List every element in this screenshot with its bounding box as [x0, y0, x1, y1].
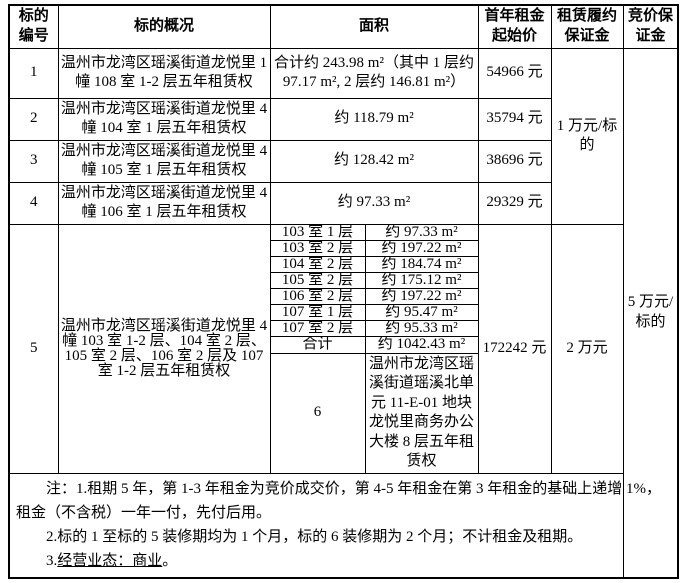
lease-deposit-rows-1-4: 1 万元/标的 — [550, 47, 624, 225]
note-1: 注：1.租期 5 年，第 1-3 年租金为竞价成交价，第 4-5 年租金在第 3… — [16, 480, 661, 521]
table-row-5-sub-4: 105 室 2 层 约 175.12 m² — [9, 271, 678, 289]
row5-total-area: 约 1042.43 m² — [364, 335, 479, 354]
row5-sub6-room: 107 室 1 层 — [269, 303, 366, 321]
header-subject-no-label: 标的编号 — [18, 8, 49, 44]
row5-sub1-room: 103 室 1 层 — [269, 223, 366, 241]
note-3: 3.经营业态：商业。 — [16, 549, 672, 573]
row3-overview: 温州市龙湾区瑶溪街道龙悦里 4 幢 105 室 1 层五年租赁权 — [57, 139, 271, 183]
header-subject-no: 标的编号 — [8, 4, 59, 49]
row5-total-label: 合计 — [269, 335, 366, 354]
row5-sub7-room: 107 室 2 层 — [269, 319, 366, 337]
note-3-business-type: 经营业态：商业 — [57, 552, 163, 569]
row5-sub3-room: 104 室 2 层 — [269, 255, 366, 273]
row5-sub3-area: 约 184.74 m² — [364, 255, 479, 273]
table-row-5-sub-1: 5 温州市龙湾区瑶溪街道龙悦里 4 幢 103 室 1-2 层、104 室 2 … — [8, 223, 678, 474]
header-row: 标的编号 标的概况 面积 首年租金起始价 租赁履约保证金 竞价保证金 — [8, 4, 679, 49]
row5-sub2-room: 103 室 2 层 — [269, 239, 366, 257]
lease-auction-table: 标的编号 标的概况 面积 首年租金起始价 租赁履约保证金 竞价保证金 1 温州市… — [8, 4, 680, 579]
row5-sub2-area: 约 197.22 m² — [364, 239, 479, 257]
row4-overview: 温州市龙湾区瑶溪街道龙悦里 4 幢 106 室 1 层五年租赁权 — [57, 181, 271, 225]
row5-overview: 温州市龙湾区瑶溪街道龙悦里 4 幢 103 室 1-2 层、104 室 2 层、… — [57, 223, 271, 474]
header-area: 面积 — [269, 4, 479, 49]
row5-rent: 172242 元 — [477, 223, 552, 474]
row5-sub6-area: 约 95.47 m² — [364, 303, 479, 321]
row2-overview: 温州市龙湾区瑶溪街道龙悦里 4 幢 104 室 1 层五年租赁权 — [57, 97, 271, 141]
header-bid-deposit: 竞价保证金 — [622, 4, 679, 49]
header-overview: 标的概况 — [57, 4, 271, 49]
note-2: 2.标的 1 至标的 5 装修期均为 1 个月，标的 6 装修期为 2 个月；不… — [46, 528, 583, 545]
row3-area: 约 128.42 m² — [269, 139, 479, 183]
notes-row: 注：1.租期 5 年，第 1-3 年租金为竞价成交价，第 4-5 年租金在第 3… — [8, 472, 679, 578]
row5-sub4-area: 约 175.12 m² — [364, 271, 479, 289]
row5-sub5-area: 约 197.22 m² — [364, 287, 479, 305]
row1-rent: 54966 元 — [477, 47, 552, 99]
row5-sub5-room: 106 室 2 层 — [269, 287, 366, 305]
row5-sub4-room: 105 室 2 层 — [269, 271, 366, 289]
table-row-3: 3 温州市龙湾区瑶溪街道龙悦里 4 幢 105 室 1 层五年租赁权 约 128… — [8, 139, 678, 183]
row4-no: 4 — [8, 181, 59, 225]
row4-area: 约 97.33 m² — [269, 181, 479, 225]
row3-no: 3 — [8, 139, 59, 183]
row1-overview: 温州市龙湾区瑶溪街道龙悦里 1 幢 108 室 1-2 层五年租赁权 — [57, 47, 271, 99]
table-row-2: 2 温州市龙湾区瑶溪街道龙悦里 4 幢 104 室 1 层五年租赁权 约 118… — [8, 97, 678, 141]
row6-no: 6 — [269, 352, 366, 474]
row2-no: 2 — [8, 97, 59, 141]
row5-no: 5 — [8, 223, 59, 474]
table-row-1: 1 温州市龙湾区瑶溪街道龙悦里 1 幢 108 室 1-2 层五年租赁权 合计约… — [8, 47, 679, 578]
row1-no: 1 — [8, 47, 59, 99]
row5-sub1-area: 约 97.33 m² — [364, 223, 479, 241]
row5-sub7-area: 约 95.33 m² — [364, 319, 479, 337]
table-row-5-sub-7: 107 室 2 层 约 95.33 m² — [9, 319, 678, 337]
note-3-prefix: 3. — [46, 552, 58, 569]
row2-area: 约 118.79 m² — [269, 97, 479, 141]
table-row-6: 6 温州市龙湾区瑶溪街道瑶溪北单元 11-E-01 地块龙悦里商务办公大楼 8 … — [9, 352, 678, 474]
note-3-suffix: 。 — [162, 552, 178, 569]
notes-section: 注：1.租期 5 年，第 1-3 年租金为竞价成交价，第 4-5 年租金在第 3… — [8, 472, 679, 578]
header-first-year-rent: 首年租金起始价 — [477, 4, 552, 49]
table-row-5-sub-3: 104 室 2 层 约 184.74 m² — [9, 255, 678, 273]
row6-overview: 温州市龙湾区瑶溪街道瑶溪北单元 11-E-01 地块龙悦里商务办公大楼 8 层五… — [364, 352, 479, 474]
row3-rent: 38696 元 — [477, 139, 552, 183]
header-lease-deposit: 租赁履约保证金 — [550, 4, 624, 49]
table-row-5-sub-2: 103 室 2 层 约 197.22 m² — [9, 239, 678, 257]
row2-rent: 35794 元 — [477, 97, 552, 141]
row1-area: 合计约 243.98 m²（其中 1 层约 97.17 m², 2 层约 146… — [269, 47, 479, 99]
row5-lease-deposit: 2 万元 — [550, 223, 624, 474]
table-row-4: 4 温州市龙湾区瑶溪街道龙悦里 4 幢 106 室 1 层五年租赁权 约 97.… — [8, 181, 678, 225]
row4-rent: 29329 元 — [477, 181, 552, 225]
